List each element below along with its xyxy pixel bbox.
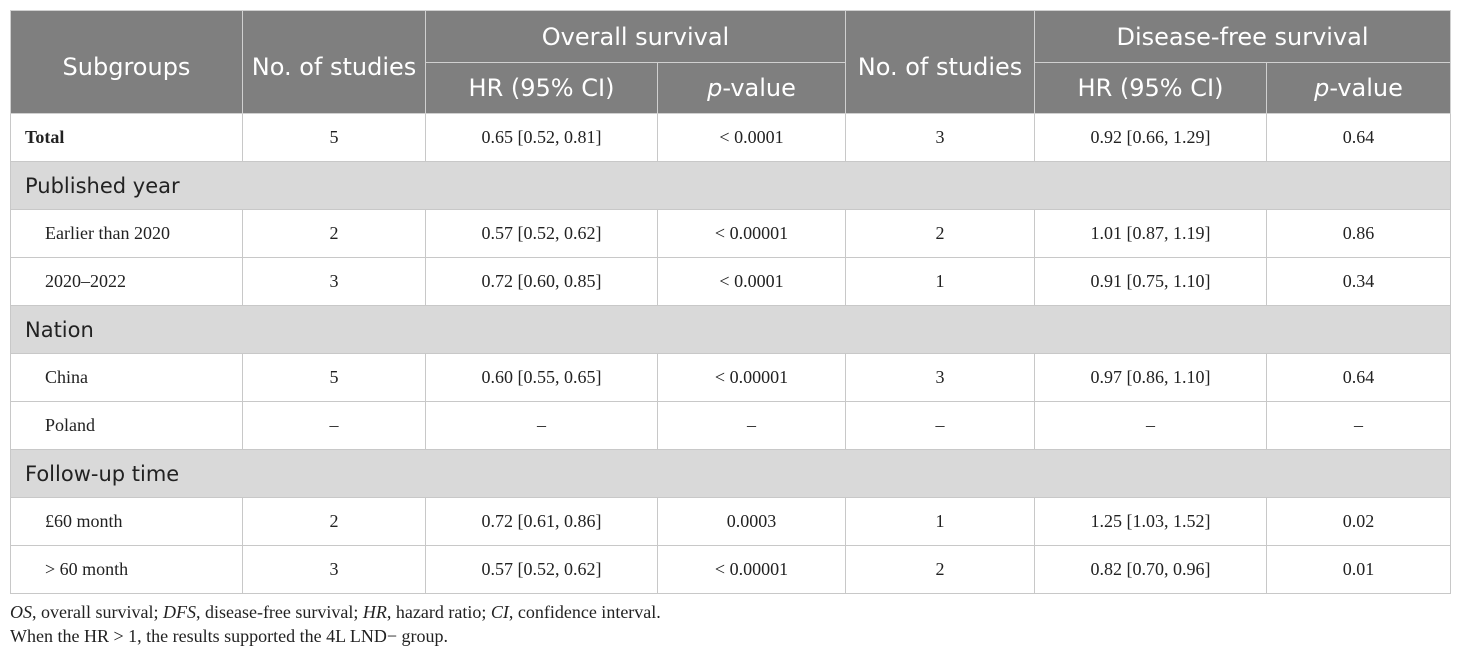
cell-subgroup: Total [10,113,243,162]
footnote-text: , disease-free survival; [195,602,363,622]
cell-p-os: < 0.0001 [657,257,846,306]
section-label: Nation [9,305,1452,354]
cell-studies-dfs: 1 [845,497,1035,546]
header-hr-dfs: HR (95% CI) [1034,62,1267,114]
footnote-abbreviations: OS, overall survival; DFS, disease-free … [10,600,1450,624]
cell-studies-os: 2 [242,209,426,258]
cell-p-dfs: 0.64 [1265,353,1452,402]
cell-hr-dfs: 1.01 [0.87, 1.19] [1034,209,1267,258]
cell-studies-os: 5 [242,113,426,162]
cell-p-os: < 0.0001 [657,113,846,162]
cell-studies-os: 3 [242,545,426,594]
header-hr-os: HR (95% CI) [425,62,658,114]
footnote-abbrev: HR [362,602,387,622]
cell-studies-os: 5 [242,353,426,402]
cell-studies-dfs: 3 [845,353,1035,402]
cell-p-dfs: 0.01 [1265,545,1452,594]
cell-subgroup: 2020–2022 [10,257,243,306]
cell-p-os: – [657,401,846,450]
table-header: Subgroups No. of studies Overall surviva… [10,10,1452,114]
table-row: £60 month 2 0.72 [0.61, 0.86] 0.0003 1 1.25 [… [10,497,1452,546]
results-table-container: Subgroups No. of studies Overall surviva… [9,10,1452,648]
cell-studies-dfs: 1 [845,257,1035,306]
table-row: > 60 month 3 0.57 [0.52, 0.62] < 0.00001 2 0.… [10,545,1452,594]
cell-hr-dfs: 0.92 [0.66, 1.29] [1034,113,1267,162]
header-subgroups: Subgroups [10,10,243,114]
table-row: Poland – – – – – – [10,401,1452,450]
footnote-abbrev: OS [10,602,32,622]
footnote-text: , hazard ratio; [386,602,491,622]
section-row: Nation [9,305,1452,354]
cell-studies-dfs: 2 [845,545,1035,594]
footnote-text: , confidence interval. [508,602,661,622]
footnote-hr-interpretation: When the HR > 1, the results supported t… [10,626,449,646]
footnote-text: , overall survival; [32,602,163,622]
cell-subgroup: £60 month [10,497,243,546]
section-row: Published year [9,161,1452,210]
cell-hr-os: 0.65 [0.52, 0.81] [425,113,658,162]
cell-p-dfs: 0.34 [1265,257,1452,306]
section-label: Follow-up time [9,449,1452,498]
cell-p-os: < 0.00001 [657,545,846,594]
cell-hr-dfs: 0.91 [0.75, 1.10] [1034,257,1267,306]
cell-studies-dfs: 3 [845,113,1035,162]
cell-studies-dfs: 2 [845,209,1035,258]
cell-hr-os: – [425,401,658,450]
table-row: 2020–2022 3 0.72 [0.60, 0.85] < 0.0001 1 0.91… [10,257,1452,306]
cell-studies-os: 2 [242,497,426,546]
cell-p-os: < 0.00001 [657,209,846,258]
cell-p-os: 0.0003 [657,497,846,546]
cell-studies-os: 3 [242,257,426,306]
cell-subgroup: China [10,353,243,402]
cell-p-dfs: 0.64 [1265,113,1452,162]
header-overall-survival: Overall survival [425,10,846,63]
cell-hr-dfs: – [1034,401,1267,450]
cell-subgroup: Poland [10,401,243,450]
cell-hr-os: 0.57 [0.52, 0.62] [425,209,658,258]
header-p-value-os: p-value [657,62,846,114]
cell-p-dfs: 0.86 [1265,209,1452,258]
cell-hr-os: 0.72 [0.61, 0.86] [425,497,658,546]
cell-p-dfs: – [1265,401,1452,450]
cell-p-dfs: 0.02 [1265,497,1452,546]
cell-hr-os: 0.60 [0.55, 0.65] [425,353,658,402]
cell-studies-os: – [242,401,426,450]
table-footnotes: OS, overall survival; DFS, disease-free … [10,600,1450,648]
table-body: Total 5 0.65 [0.52, 0.81] < 0.0001 3 0.92 [0.… [9,113,1452,594]
footnote-abbrev: DFS [162,602,196,622]
cell-hr-dfs: 1.25 [1.03, 1.52] [1034,497,1267,546]
subgroup-analysis-table: Subgroups No. of studies Overall surviva… [9,10,1452,594]
table-row: Earlier than 2020 2 0.57 [0.52, 0.62] < 0.0… [10,209,1452,258]
cell-subgroup: Earlier than 2020 [10,209,243,258]
cell-studies-dfs: – [845,401,1035,450]
header-p-value-dfs: p-value [1265,62,1452,114]
header-disease-free-survival: Disease-free survival [1033,10,1452,63]
cell-hr-dfs: 0.97 [0.86, 1.10] [1034,353,1267,402]
cell-hr-dfs: 0.82 [0.70, 0.96] [1034,545,1267,594]
cell-p-os: < 0.00001 [657,353,846,402]
cell-subgroup: > 60 month [10,545,243,594]
table-row: China 5 0.60 [0.55, 0.65] < 0.00001 3 0.97 [0… [10,353,1452,402]
cell-hr-os: 0.72 [0.60, 0.85] [425,257,658,306]
section-label: Published year [9,161,1452,210]
header-no-of-studies-dfs: No. of studies [845,10,1035,114]
cell-hr-os: 0.57 [0.52, 0.62] [425,545,658,594]
total-row: Total 5 0.65 [0.52, 0.81] < 0.0001 3 0.92 [0.… [10,113,1452,162]
footnote-abbrev: CI [490,602,509,622]
header-no-of-studies-os: No. of studies [242,10,426,114]
section-row: Follow-up time [9,449,1452,498]
